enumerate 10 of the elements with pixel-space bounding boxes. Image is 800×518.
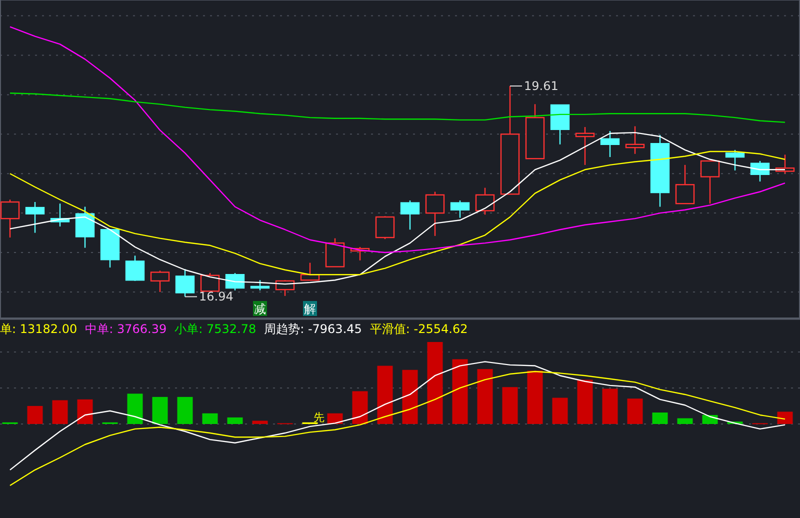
text: 单: 13182.00: [0, 322, 78, 336]
signal: 解: [303, 301, 317, 316]
annotation: 19.61: [524, 79, 558, 94]
annotation: 16.94: [199, 290, 234, 304]
annotation: 先: [314, 411, 324, 424]
text: 周趋势: -7963.45: [264, 322, 362, 336]
text: 平滑值: -2554.62: [370, 322, 468, 336]
signal: 减: [253, 301, 267, 316]
text: 小单: 7532.78: [174, 322, 256, 336]
text: 中单: 3766.39: [85, 322, 167, 336]
